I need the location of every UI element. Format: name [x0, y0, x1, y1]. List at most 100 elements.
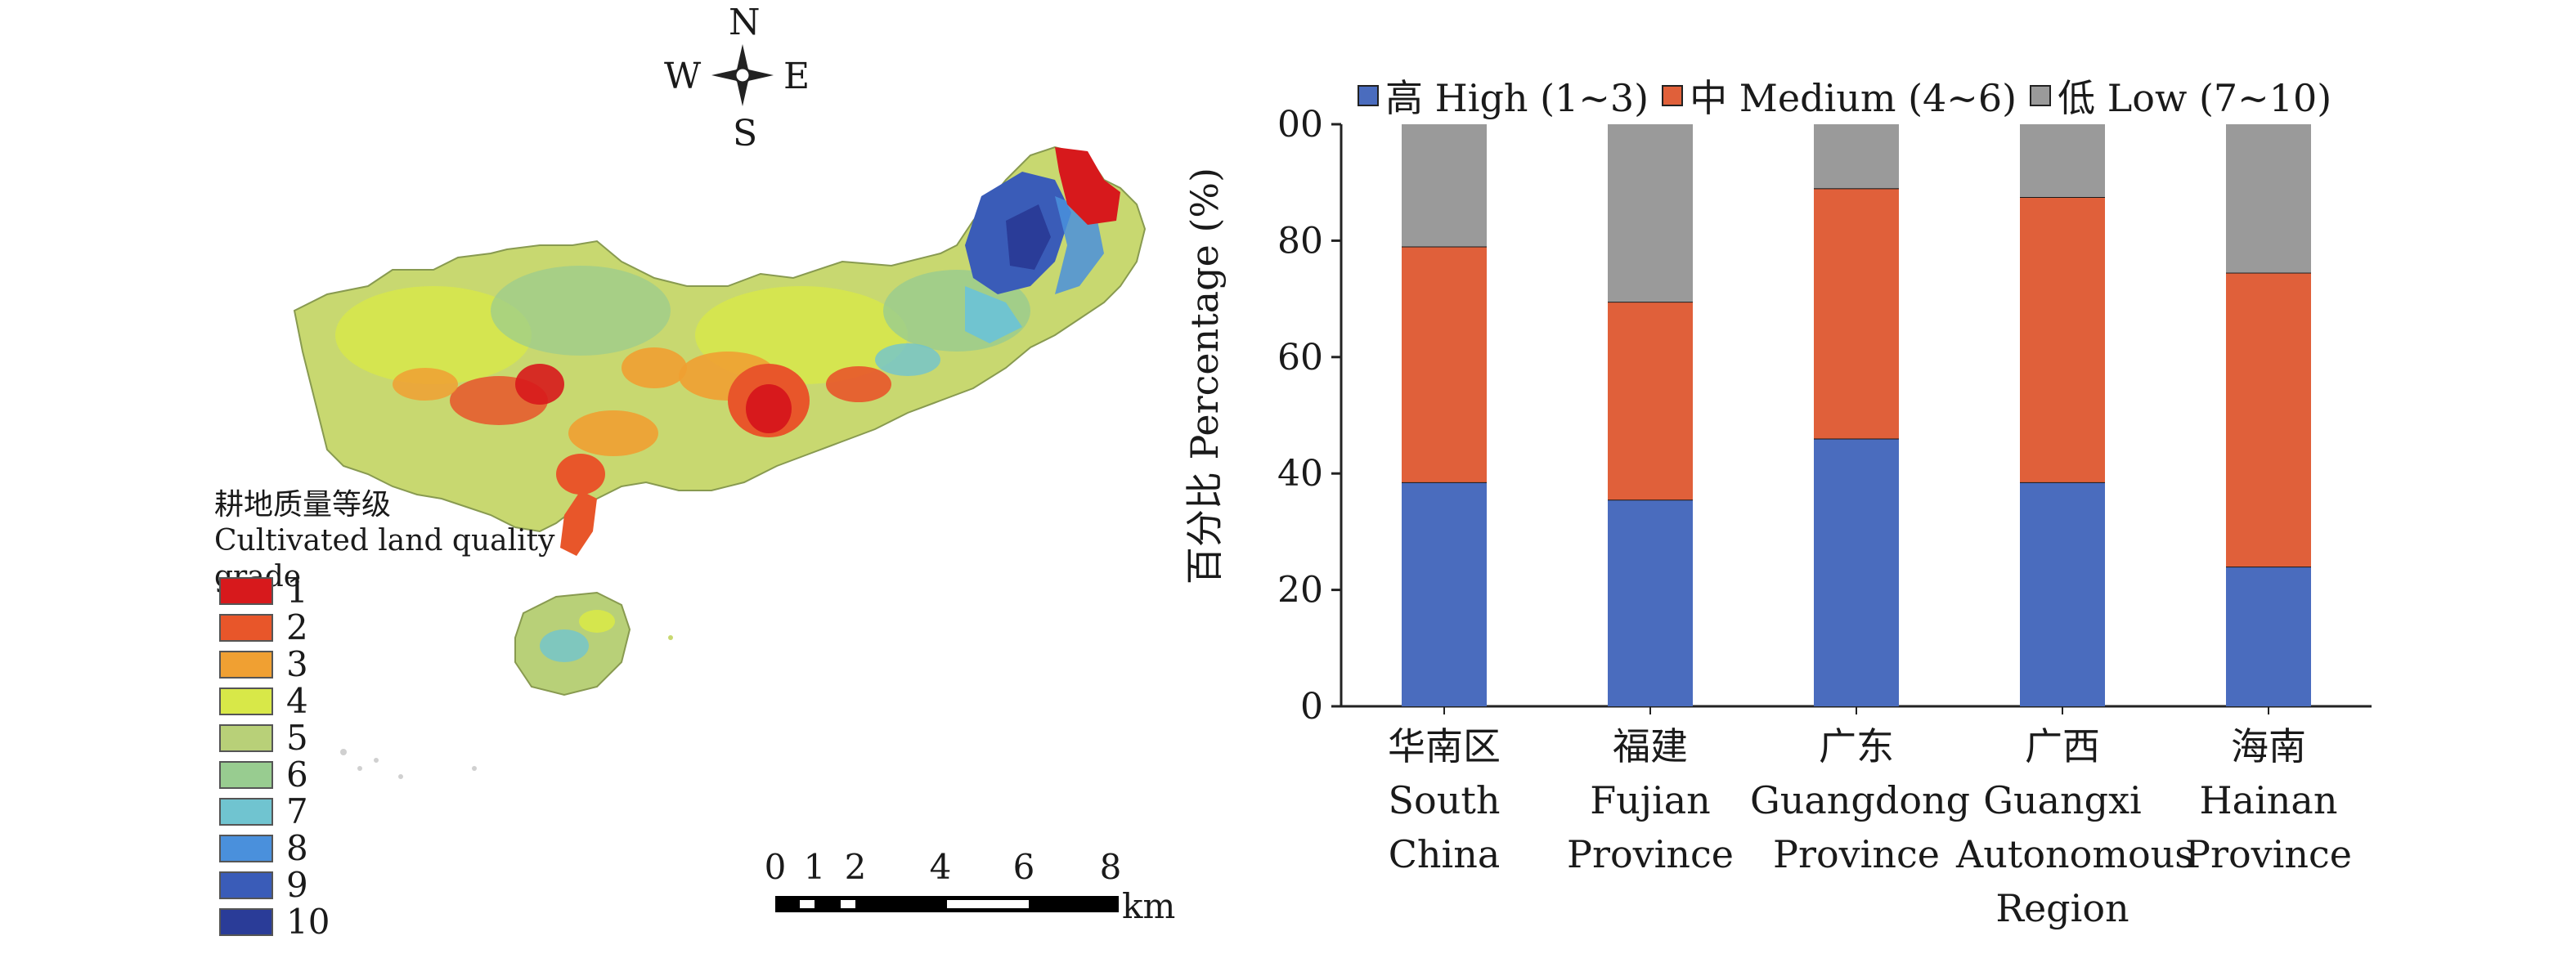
bar-segment-medium: [1814, 188, 1899, 439]
legend-grade-label: 3: [286, 644, 308, 684]
category-label: 华南区 South China: [1338, 719, 1551, 881]
bar-segment-medium: [1402, 246, 1487, 482]
y-tick-label: 60: [1277, 337, 1323, 378]
legend-color-box: [2030, 85, 2052, 106]
bar-segment-low: [1608, 124, 1693, 302]
legend-swatch: [219, 871, 273, 899]
category-label-line: 广西: [2025, 724, 2100, 768]
compass: N W E S: [654, 0, 834, 155]
category-label: 广西 Guangxi Autonomous Region: [1956, 719, 2194, 935]
scale-bar-graphic: [775, 896, 1119, 912]
legend-grade-label: 2: [286, 607, 308, 647]
category-label-line: Guangdong: [1750, 778, 1971, 822]
legend-swatch: [219, 577, 273, 605]
legend-grade-6: 6: [219, 758, 308, 792]
legend-grade-8: 8: [219, 831, 308, 866]
y-tick-label: 20: [1277, 570, 1323, 611]
legend-grade-label: 1: [286, 571, 308, 611]
legend-grade-3: 3: [219, 647, 308, 682]
scale-tick-label: 6: [1012, 847, 1035, 887]
compass-south-label: S: [733, 113, 758, 155]
category-label-line: Autonomous: [1956, 832, 2194, 876]
y-tick-label: 100: [1276, 104, 1323, 146]
legend-grade-label: 9: [286, 865, 308, 905]
bar-segment-high: [1402, 481, 1487, 706]
legend-swatch: [219, 724, 273, 752]
legend-swatch: [219, 651, 273, 679]
legend-label: 高 High (1~3): [1385, 76, 1649, 120]
scale-bar-unit: km: [1122, 886, 1176, 926]
scale-tick-label: 1: [803, 847, 826, 887]
cultivated-land-map: [293, 146, 1147, 779]
scale-tick-label: 2: [844, 847, 867, 887]
category-label-line: 海南: [2231, 724, 2306, 768]
legend-item: 高 High (1~3): [1358, 69, 1649, 123]
y-tick-label: 40: [1277, 453, 1323, 495]
y-axis-title-text: 百分比 Percentage (%): [1183, 167, 1227, 585]
bar-segment-medium: [2020, 197, 2105, 482]
legend-item: 低 Low (7~10): [2030, 69, 2331, 123]
legend-swatch: [219, 798, 273, 826]
map-legend-title-cn: 耕地质量等级: [214, 488, 392, 522]
map-panel: N W E S: [0, 0, 1194, 954]
legend-swatch: [219, 614, 273, 642]
legend-swatch: [219, 761, 273, 789]
legend-grade-label: 6: [286, 755, 308, 795]
category-label-line: Province: [1567, 832, 1734, 876]
bar-segment-high: [2020, 481, 2105, 706]
bar-segment-medium: [2226, 272, 2311, 567]
legend-grade-label: 5: [286, 718, 308, 758]
category-label-line: Province: [1773, 832, 1940, 876]
legend-swatch: [219, 688, 273, 715]
category-label-line: 广东: [1819, 724, 1894, 768]
legend-color-box: [1662, 85, 1684, 106]
category-label: 福建 Fujian Province: [1544, 719, 1757, 881]
legend-grade-4: 4: [219, 684, 308, 719]
compass-west-label: W: [664, 56, 702, 97]
bar-segment-high: [1608, 499, 1693, 706]
category-label: 广东 Guangdong Province: [1750, 719, 1971, 881]
y-tick-label: 0: [1300, 686, 1323, 719]
category-label-line: 福建: [1613, 724, 1688, 768]
legend-label: 低 Low (7~10): [2058, 76, 2332, 120]
legend-grade-label: 7: [286, 791, 308, 831]
compass-east-label: E: [783, 56, 810, 97]
bar-segment-low: [2020, 124, 2105, 197]
category-label-line: 华南区: [1388, 724, 1501, 768]
map-legend-title-en: Cultivated land quality grade: [214, 524, 555, 593]
legend-grade-7: 7: [219, 795, 308, 829]
bar-segment-high: [2226, 567, 2311, 706]
bar-segment-low: [1814, 124, 1899, 189]
legend-item: 中 Medium (4~6): [1662, 69, 2017, 123]
legend-grade-9: 9: [219, 868, 308, 902]
legend-grade-label: 8: [286, 828, 308, 868]
category-label-line: Guangxi: [1983, 778, 2142, 822]
scale-tick-label: 4: [929, 847, 952, 887]
legend-grade-label: 10: [286, 902, 330, 942]
category-label-line: China: [1388, 832, 1501, 876]
compass-north-label: N: [729, 2, 761, 43]
bar-segment-high: [1814, 438, 1899, 706]
legend-grade-2: 2: [219, 611, 308, 645]
compass-rose-icon: [711, 44, 774, 106]
bar-segment-low: [1402, 124, 1487, 247]
chart-legend: 高 High (1~3) 中 Medium (4~6) 低 Low (7~10): [1358, 69, 2345, 123]
scale-tick-label: 8: [1099, 847, 1122, 887]
legend-color-box: [1358, 85, 1379, 106]
category-label-line: Province: [2185, 832, 2352, 876]
legend-grade-5: 5: [219, 721, 308, 755]
legend-grade-1: 1: [219, 574, 308, 608]
stacked-bar-chart: 0 20 40 60 80 100: [1276, 104, 2372, 719]
y-tick-label: 80: [1277, 220, 1323, 262]
category-label: 海南 Hainan Province: [2162, 719, 2375, 881]
scale-tick-label: 0: [764, 847, 787, 887]
legend-swatch: [219, 908, 273, 936]
legend-grade-label: 4: [286, 681, 308, 721]
legend-label: 中 Medium (4~6): [1690, 76, 2017, 120]
category-label-line: South: [1388, 778, 1501, 822]
legend-grade-10: 10: [219, 905, 330, 939]
category-label-line: Fujian: [1590, 778, 1711, 822]
category-label-line: Region: [1995, 886, 2129, 930]
category-label-line: Hainan: [2199, 778, 2338, 822]
